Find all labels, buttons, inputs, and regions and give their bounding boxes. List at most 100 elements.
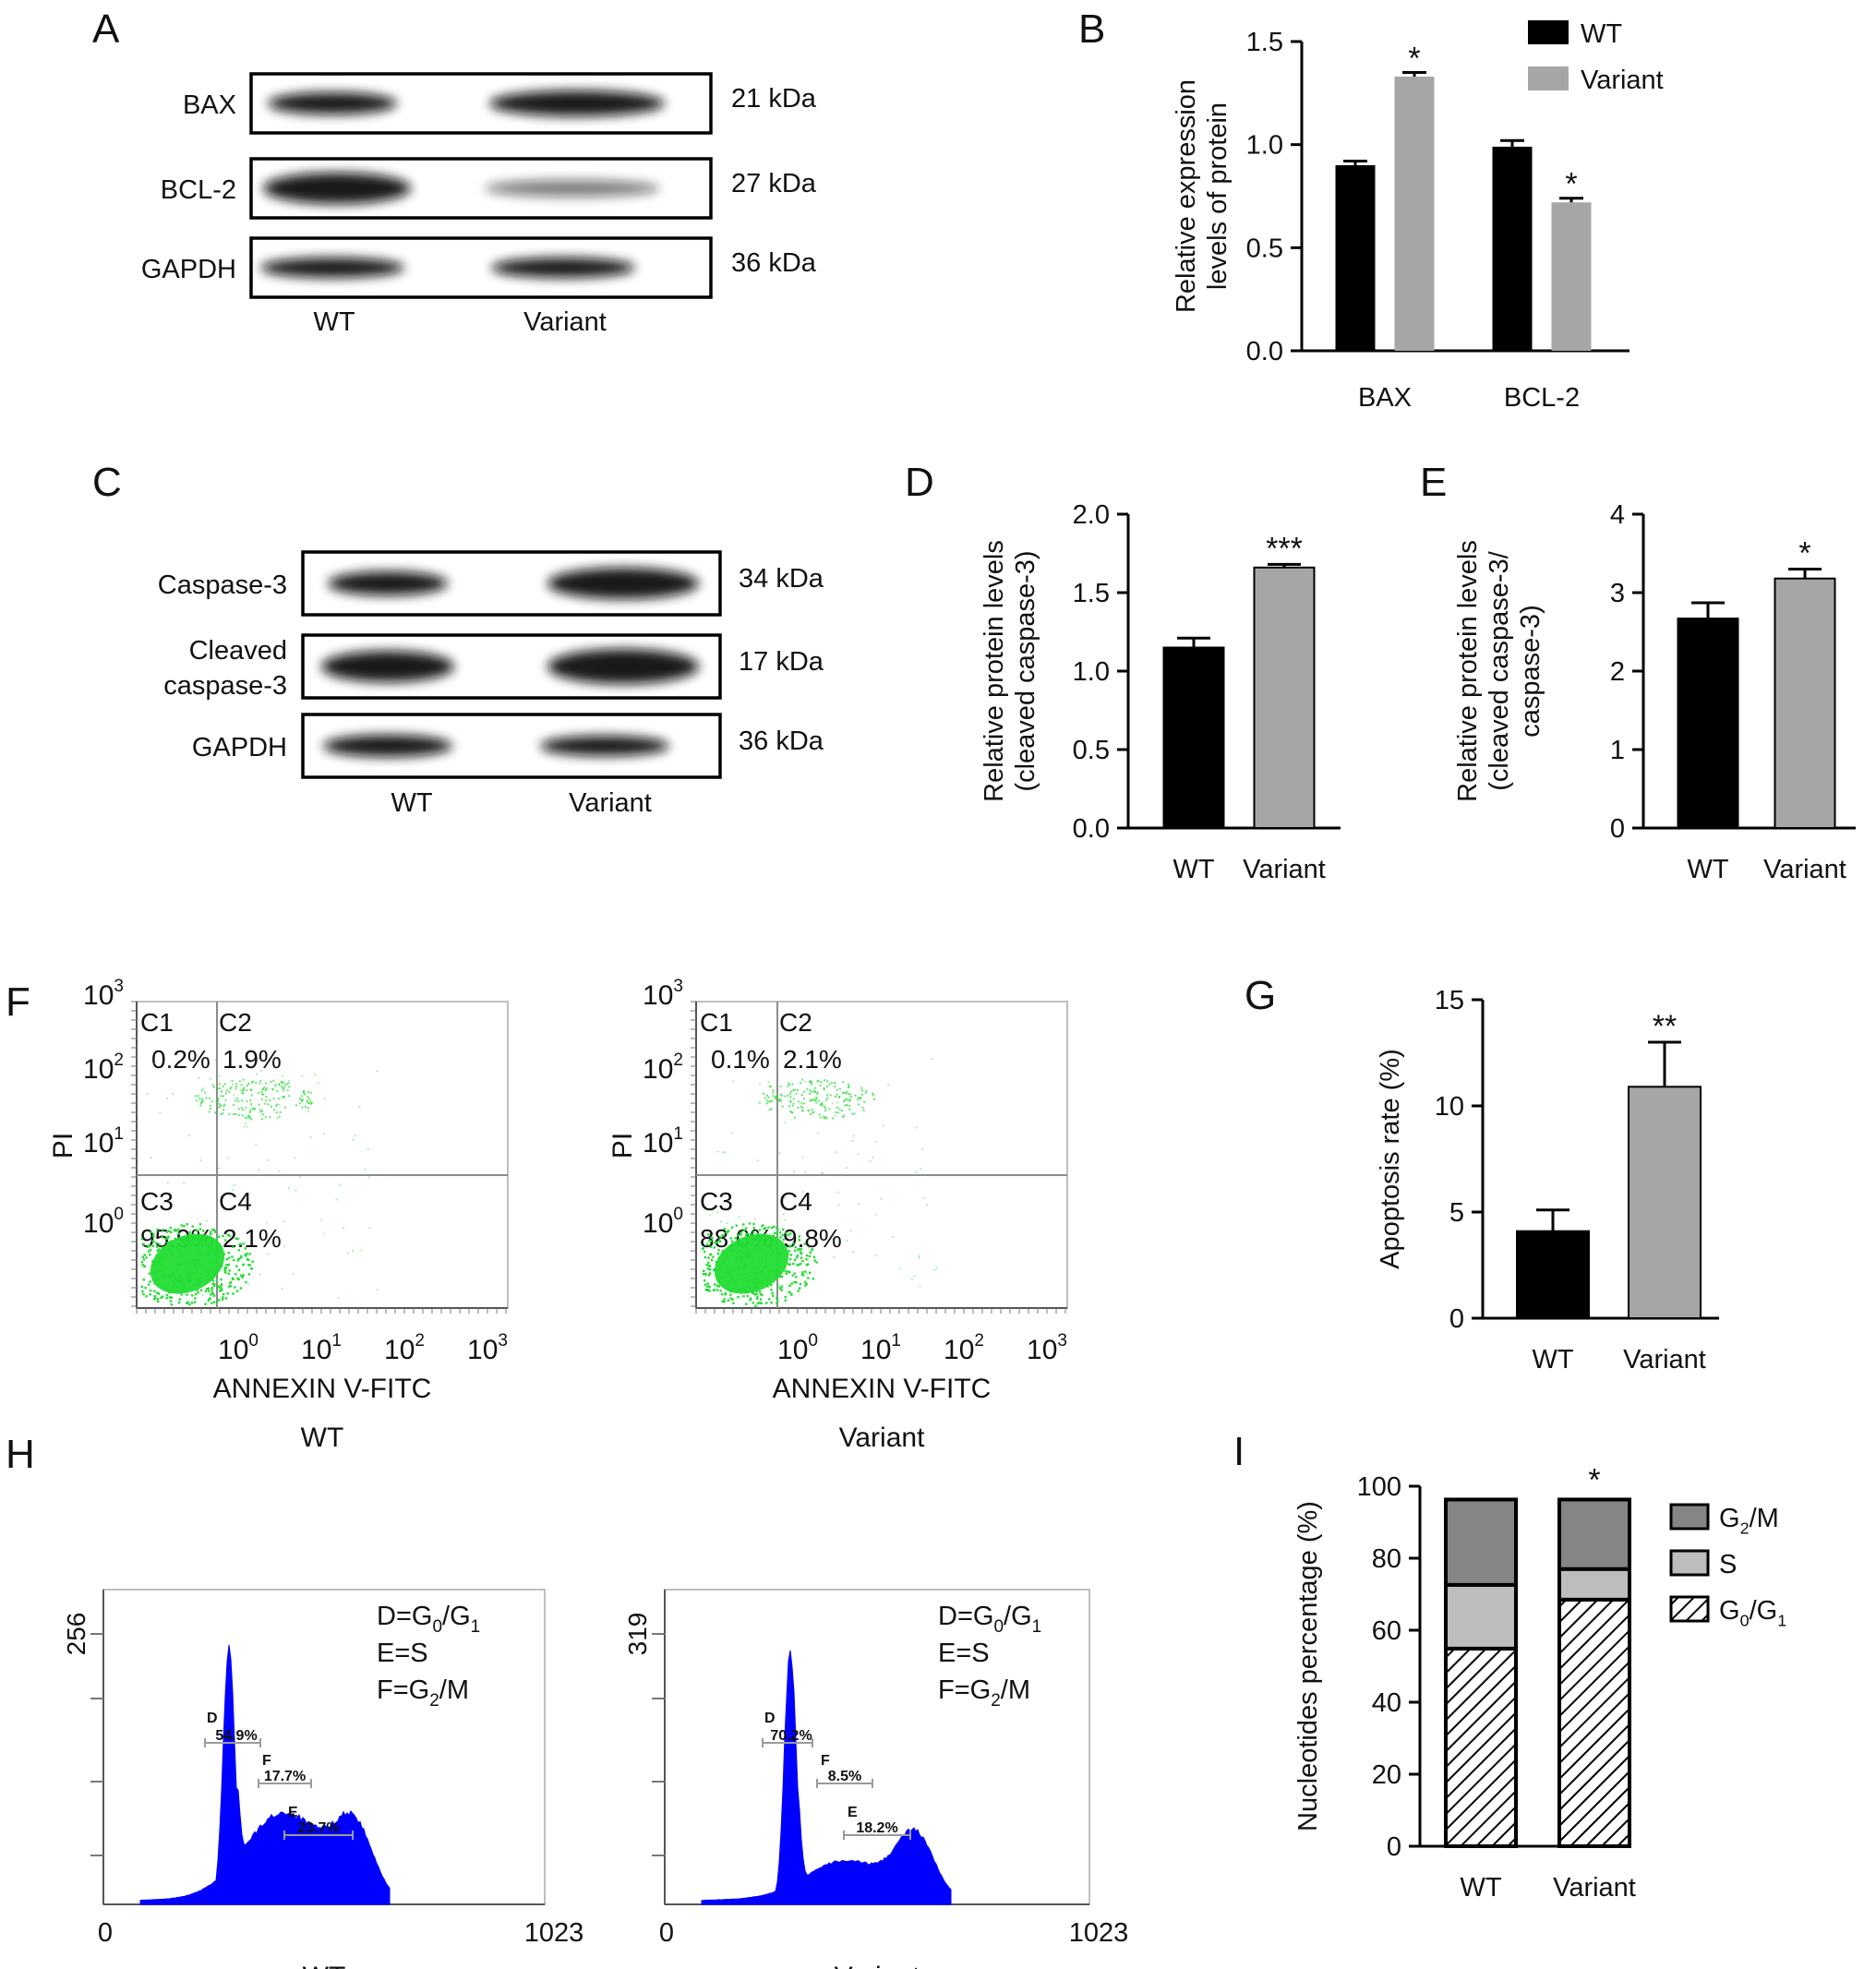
cell-dot <box>755 1297 759 1301</box>
stack-G2/M-Variant <box>1557 1497 1631 1571</box>
cell-dot <box>234 1087 237 1090</box>
cell-dot <box>707 1261 710 1265</box>
cell-dot <box>729 1293 732 1296</box>
cell-dot <box>768 1086 771 1088</box>
cell-dot <box>258 1103 260 1106</box>
cell-dot <box>224 1297 228 1300</box>
cell-dot <box>808 1080 811 1083</box>
band-kda: 21 kDa <box>731 84 817 114</box>
cell-dot <box>795 1092 798 1095</box>
cell-dot <box>761 1293 764 1297</box>
tick-exponent: 0 <box>673 1205 683 1224</box>
cell-dot <box>834 1085 836 1087</box>
cell-dot <box>192 1263 196 1267</box>
cell-dot <box>776 1264 779 1267</box>
cell-dot <box>210 1286 214 1290</box>
cell-dot <box>232 1292 234 1295</box>
cell-dot <box>814 1097 817 1099</box>
significance-mark: * <box>1408 42 1420 77</box>
cell-dot <box>276 1103 279 1106</box>
bar-Variant <box>1628 1086 1702 1320</box>
cell-dot <box>728 1281 730 1285</box>
cell-dot <box>198 1237 201 1241</box>
cell-dot <box>258 1169 260 1171</box>
cell-dot <box>751 1260 754 1264</box>
cell-dot <box>227 1233 230 1237</box>
cell-dot <box>220 1265 223 1268</box>
cell-dot <box>724 1291 728 1295</box>
cell-dot <box>162 1249 165 1252</box>
band-label: BAX <box>183 90 236 120</box>
cell-dot <box>199 1277 203 1279</box>
cell-dot <box>790 1292 793 1296</box>
cell-dot <box>761 1224 764 1228</box>
cell-dot <box>251 1108 254 1110</box>
cell-dot <box>780 1285 784 1288</box>
cell-dot <box>762 1238 765 1242</box>
cell-dot <box>739 1269 742 1272</box>
cell-dot <box>179 1274 182 1278</box>
cell-dot <box>242 1109 245 1111</box>
cell-dot <box>211 1282 214 1286</box>
cell-dot <box>152 1235 155 1238</box>
histogram-x-end: 1023 <box>1069 1918 1129 1948</box>
cell-dot <box>288 1187 290 1189</box>
cell-dot <box>227 1272 231 1276</box>
cell-dot <box>231 1255 234 1258</box>
cell-dot <box>170 1273 174 1277</box>
cell-dot <box>776 1228 779 1231</box>
cell-dot <box>234 1113 237 1116</box>
cell-dot <box>210 1291 213 1293</box>
cell-dot <box>142 1279 146 1281</box>
cell-dot <box>740 1295 742 1298</box>
cell-dot <box>222 1105 225 1108</box>
cell-dot <box>918 1256 920 1259</box>
cell-dot <box>713 1283 716 1286</box>
cell-dot <box>793 1088 796 1091</box>
x-tick-label-B: BCL-2 <box>1504 383 1580 413</box>
cell-dot <box>779 1098 782 1100</box>
cell-dot <box>764 1273 766 1276</box>
cell-dot <box>790 1111 793 1113</box>
cell-dot <box>322 1232 325 1235</box>
cell-dot <box>776 1255 780 1259</box>
cell-dot <box>166 1236 169 1239</box>
cell-dot <box>213 1282 216 1286</box>
protein-band <box>260 258 404 278</box>
tick-base: 10 <box>83 1128 114 1159</box>
cell-dot <box>793 1116 796 1119</box>
cell-dot <box>210 1233 213 1236</box>
cell-dot <box>164 1253 168 1255</box>
cell-dot <box>205 1219 208 1222</box>
cell-dot <box>800 1078 803 1081</box>
cell-dot <box>799 1247 801 1251</box>
cell-dot <box>777 1099 780 1101</box>
cell-dot <box>227 1285 231 1288</box>
gate-letter: D <box>764 1711 776 1726</box>
cell-dot <box>763 1233 765 1236</box>
cell-dot <box>209 1097 211 1099</box>
cell-dot <box>764 1097 766 1099</box>
cell-dot <box>846 1104 848 1107</box>
x-axis-label-F: ANNEXIN V-FITC <box>773 1374 992 1404</box>
cell-dot <box>717 1256 720 1259</box>
tick-exponent: 1 <box>891 1331 901 1351</box>
cell-dot <box>247 1115 250 1118</box>
cell-dot <box>834 1082 836 1085</box>
cell-dot <box>741 1243 745 1246</box>
cell-dot <box>707 1289 710 1291</box>
cell-dot <box>247 1258 250 1262</box>
x-tick-label-F: 101 <box>860 1331 901 1365</box>
cell-dot <box>204 1290 208 1292</box>
band-label: Cleaved <box>189 636 287 666</box>
cell-dot <box>833 1255 835 1258</box>
cell-dot <box>245 1106 247 1109</box>
cell-dot <box>765 1065 767 1068</box>
cell-dot <box>872 1094 875 1097</box>
cell-dot <box>282 1087 284 1090</box>
cell-dot <box>742 1262 745 1266</box>
cell-dot <box>825 1099 828 1101</box>
bar-WT-BCL-2 <box>1492 146 1533 351</box>
bar-WT <box>1677 618 1739 829</box>
cell-dot <box>795 1281 798 1284</box>
